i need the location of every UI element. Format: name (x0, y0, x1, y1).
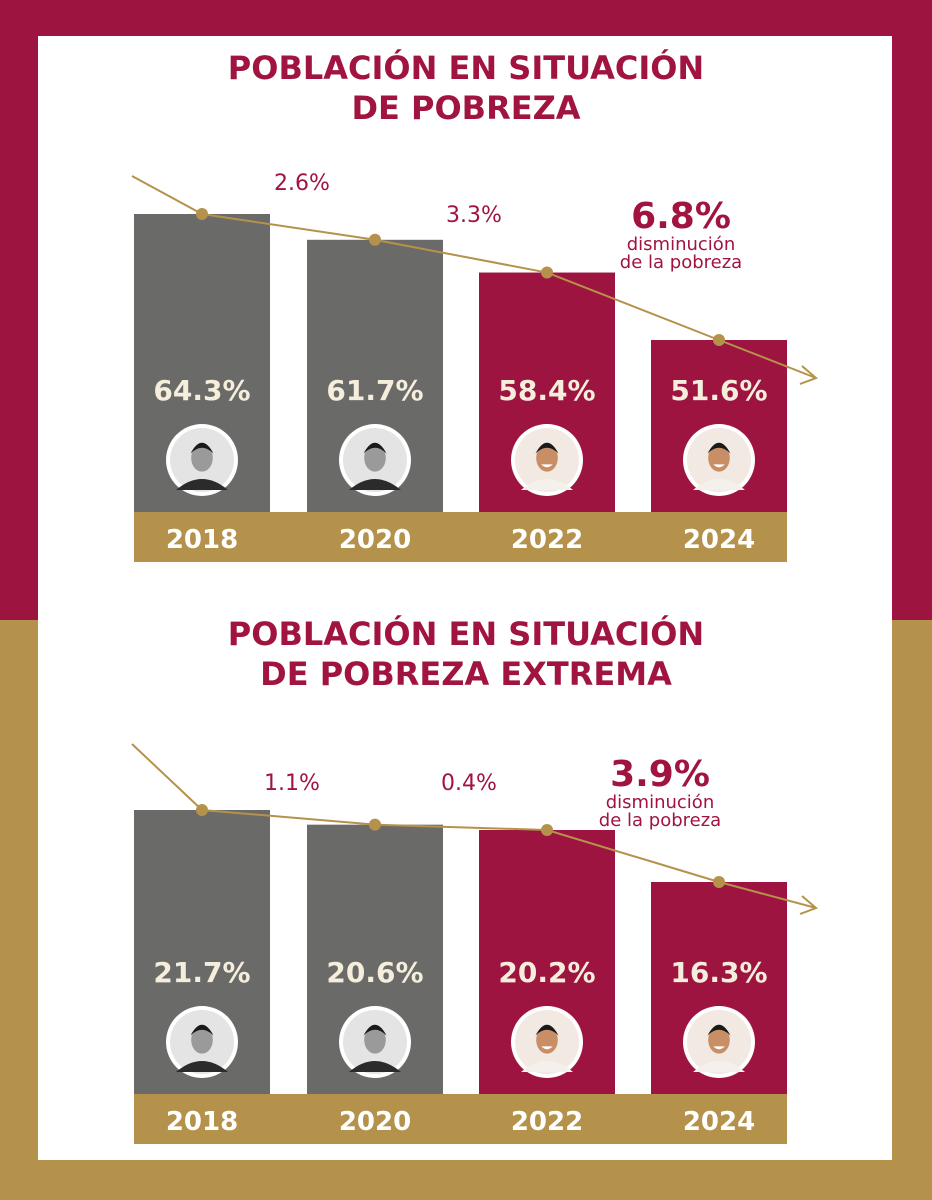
trend-point (713, 334, 725, 346)
bar-value-label: 51.6% (670, 374, 767, 407)
trend-line (131, 175, 817, 379)
chart-title-line-2: DE POBREZA (351, 89, 581, 127)
chart-title: POBLACIÓN EN SITUACIÓN DE POBREZA (0, 48, 932, 128)
avatar-shoulders (521, 1061, 573, 1072)
poverty-bar-chart: 64.3% 61.7% 58.4% 51.6% 2018 2020 2022 2024 2.6%… (131, 171, 818, 562)
avatar-hair (535, 1024, 559, 1036)
bar-value-label: 21.7% (153, 956, 250, 989)
avatar-hair (707, 1024, 731, 1036)
highlight-line-1: disminución (606, 792, 714, 813)
avatar-shoulders (521, 479, 573, 490)
avatar-face (364, 1026, 386, 1054)
avatar-smile (541, 464, 553, 468)
change-label: 1.1% (264, 771, 320, 796)
change-label: 2.6% (274, 171, 330, 196)
trend-arrow-head (799, 365, 818, 385)
trend-point (713, 876, 725, 888)
avatar-shoulders (176, 479, 228, 490)
avatar-hair (190, 442, 214, 454)
avatar-hair (535, 442, 559, 454)
trend-point (369, 233, 381, 246)
bar-value-label: 20.6% (326, 956, 423, 989)
chart-title-line-1: POBLACIÓN EN SITUACIÓN (227, 49, 705, 87)
avatar-shoulders (349, 479, 401, 490)
candidate-avatar (683, 424, 755, 496)
bar-value-label: 58.4% (498, 374, 595, 407)
avatar-face (191, 444, 213, 472)
year-band (134, 1094, 787, 1144)
change-label: 3.3% (446, 203, 502, 228)
avatar-face (364, 444, 386, 472)
trend-point (196, 208, 208, 220)
chart-section-pobreza: POBLACIÓN EN SITUACIÓN DE POBREZA 64.3% 6… (0, 48, 932, 562)
avatar-smile (713, 464, 725, 468)
avatar-face (708, 444, 730, 472)
trend-point (369, 818, 381, 831)
avatar-hair (363, 442, 387, 454)
candidate-avatar (339, 424, 411, 496)
highlight-line-1: disminución (627, 234, 735, 255)
avatar-smile (713, 1046, 725, 1050)
highlight-line-2: de la pobreza (620, 252, 742, 273)
highlight-value: 3.9% (610, 754, 710, 795)
bar-value-label: 20.2% (498, 956, 595, 989)
candidate-avatar (683, 1006, 755, 1078)
trend-point (196, 804, 208, 816)
avatar-shoulders (176, 1061, 228, 1072)
candidate-avatar (166, 424, 238, 496)
x-tick-label: 2024 (683, 525, 755, 555)
chart-title-line-1: POBLACIÓN EN SITUACIÓN (227, 615, 705, 653)
highlight-line-2: de la pobreza (599, 810, 721, 831)
chart-title-line-2: DE POBREZA EXTREMA (260, 655, 672, 693)
change-label: 0.4% (441, 771, 497, 796)
bar-value-label: 61.7% (326, 374, 423, 407)
trend-arrow-head (799, 895, 818, 915)
chart-title: POBLACIÓN EN SITUACIÓN DE POBREZA EXTREM… (0, 614, 932, 694)
avatar-smile (541, 1046, 553, 1050)
x-tick-label: 2022 (511, 1107, 583, 1137)
candidate-avatar (339, 1006, 411, 1078)
avatar-face (536, 1026, 558, 1054)
year-band (134, 512, 787, 562)
bar-value-label: 64.3% (153, 374, 250, 407)
bar-value-label: 16.3% (670, 956, 767, 989)
x-tick-label: 2020 (339, 525, 411, 555)
trend-line (131, 743, 817, 909)
avatar-face (708, 1026, 730, 1054)
candidate-avatar (511, 424, 583, 496)
avatar-hair (190, 1024, 214, 1036)
avatar-hair (363, 1024, 387, 1036)
avatar-hair (707, 442, 731, 454)
x-tick-label: 2020 (339, 1107, 411, 1137)
x-tick-label: 2022 (511, 525, 583, 555)
candidate-avatar (511, 1006, 583, 1078)
candidate-avatar (166, 1006, 238, 1078)
avatar-shoulders (349, 1061, 401, 1072)
avatar-shoulders (693, 479, 745, 490)
avatar-face (191, 1026, 213, 1054)
x-tick-label: 2018 (166, 525, 238, 555)
avatar-face (536, 444, 558, 472)
trend-point (541, 266, 553, 279)
avatar-shoulders (693, 1061, 745, 1072)
highlight-value: 6.8% (631, 196, 731, 237)
x-tick-label: 2024 (683, 1107, 755, 1137)
x-tick-label: 2018 (166, 1107, 238, 1137)
trend-point (541, 824, 553, 836)
